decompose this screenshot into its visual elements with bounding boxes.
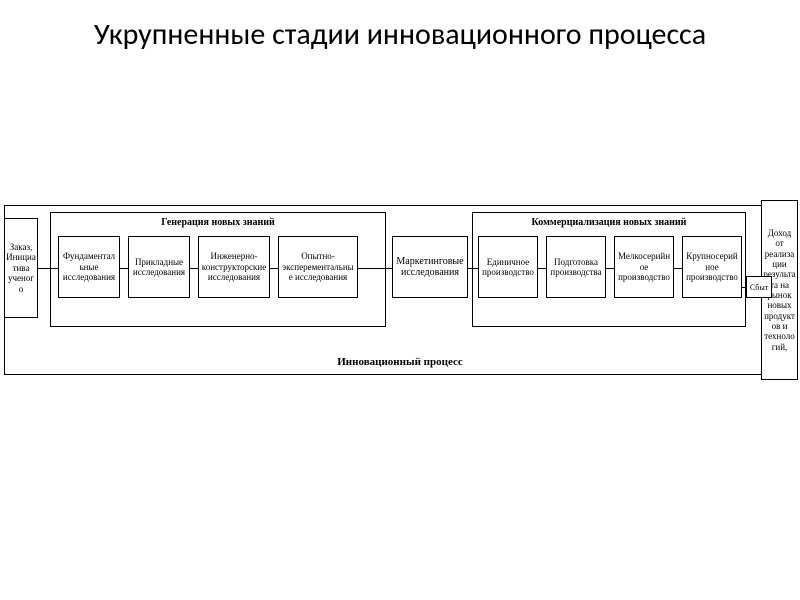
stage-marketing: Маркетинговые исследования [392,236,468,298]
conn-7-8 [606,268,614,269]
connector-left [38,268,58,269]
conn-5-6 [468,268,478,269]
stage-fundamental: Фундаментальные исследования [58,236,120,298]
commercialization-title: Коммерциализация новых знаний [473,217,745,228]
generation-title: Генерация новых знаний [51,217,385,228]
conn-8-9 [674,268,682,269]
input-box: Заказ, Инициатива ученого [4,218,38,318]
conn-1-2 [120,268,128,269]
slide: Укрупненные стадии инновационного процес… [0,0,800,600]
stage-applied: Прикладные исследования [128,236,190,298]
page-title: Укрупненные стадии инновационного процес… [0,18,800,53]
stage-unit-prod: Единичное производство [478,236,538,298]
stage-prep-prod: Подготовка производства [546,236,606,298]
stage-experimental: Опытно-эксперементальные исследования [278,236,358,298]
conn-3-4 [270,268,278,269]
process-label: Инновационный процесс [5,356,795,368]
stage-small-series: Мелкосерийное производство [614,236,674,298]
stage-engineering: Инженерно-конструкторские исследования [198,236,270,298]
conn-2-3 [190,268,198,269]
stage-large-series: Крупносерийное производство [682,236,742,298]
conn-6-7 [538,268,546,269]
sales-box: Сбыт [746,276,772,298]
conn-4-5 [358,268,392,269]
